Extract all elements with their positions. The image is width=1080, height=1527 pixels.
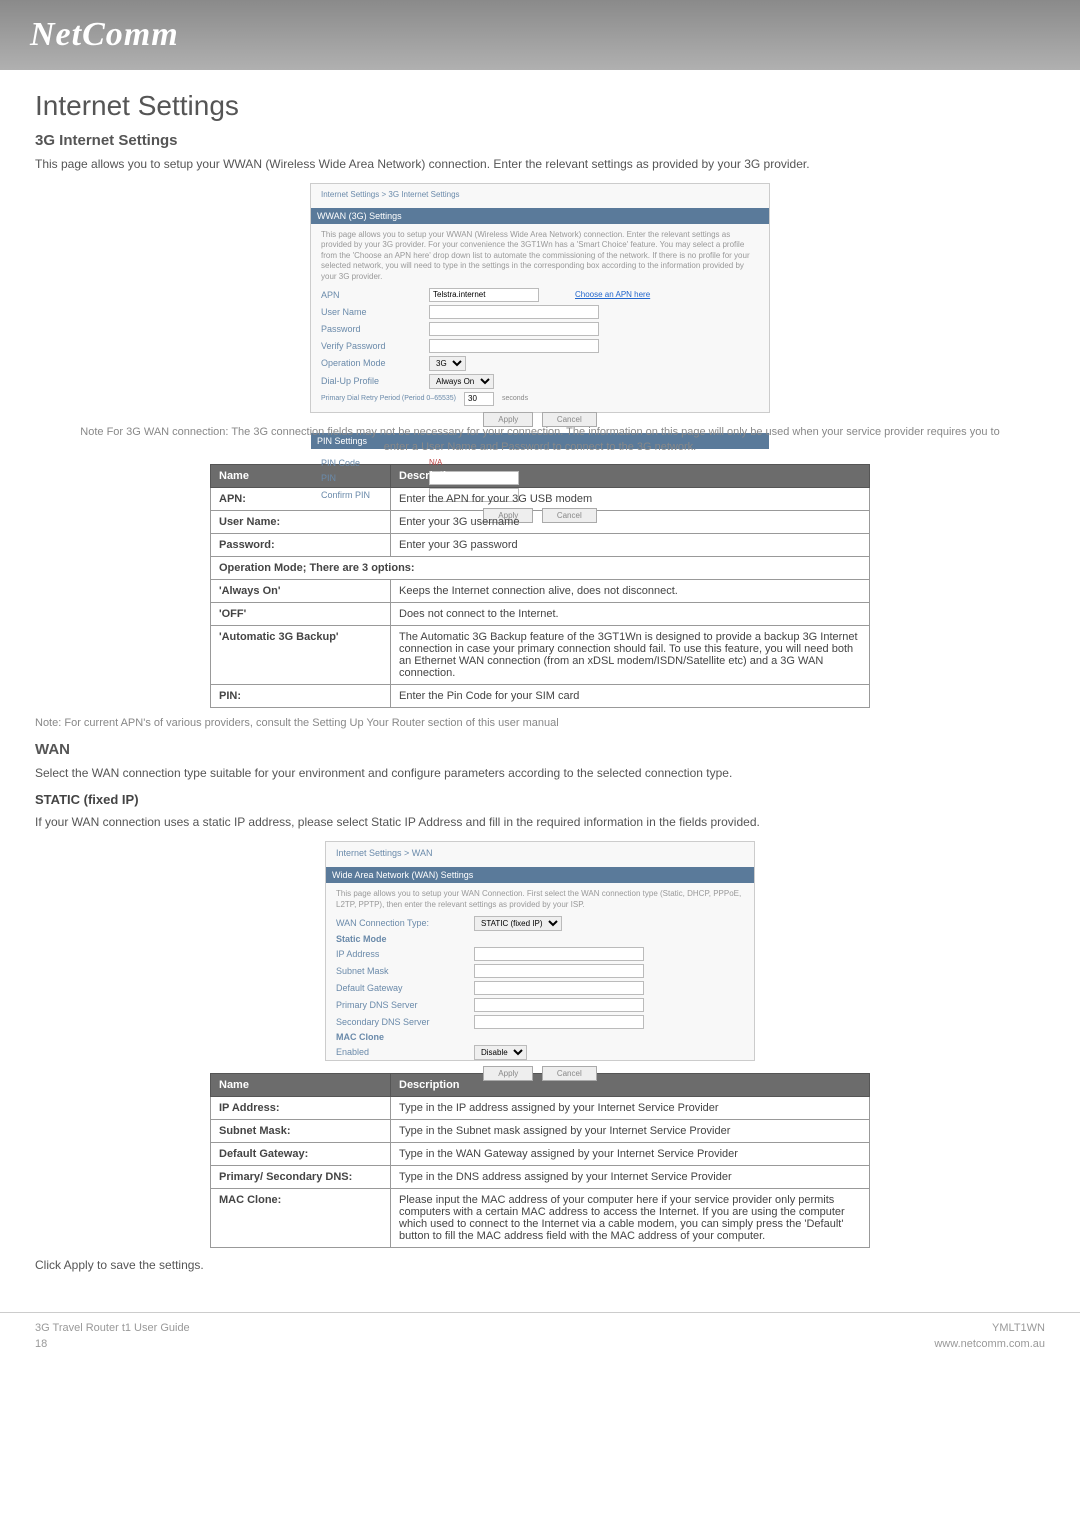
page-title: Internet Settings [35,90,1045,122]
shot-username-label: User Name [321,307,421,317]
table-row-name: 'OFF' [211,602,391,625]
table-row-desc: Enter the Pin Code for your SIM card [391,684,870,707]
shot-apn-dropdown-link[interactable]: Choose an APN here [575,290,650,299]
shot-breadcrumb: Internet Settings > 3G Internet Settings [321,190,759,199]
shot-ip-label: IP Address [336,949,466,959]
shot-gateway-label: Default Gateway [336,983,466,993]
table-row-desc: Type in the IP address assigned by your … [391,1097,870,1120]
shot-pincode-label: PIN Code [321,458,421,468]
table-row-desc: Keeps the Internet connection alive, doe… [391,579,870,602]
brand-header: NetComm [0,0,1080,70]
shot-subnet-label: Subnet Mask [336,966,466,976]
note-3g-prefix: Note For 3G WAN connection: [80,426,231,438]
table-row-desc: Does not connect to the Internet. [391,602,870,625]
screenshot-wan-settings: Internet Settings > WAN Wide Area Networ… [325,841,755,1061]
table-header-name: Name [211,1074,391,1097]
shot-verify-password-label: Verify Password [321,341,421,351]
shot-dialup-label: Dial-Up Profile [321,376,421,386]
footer-model: YMLT1WN [934,1321,1045,1336]
section-wan-heading: WAN [35,741,1045,758]
shot-conntype-label: WAN Connection Type: [336,918,466,928]
shot-username-input[interactable] [429,305,599,319]
shot-pdns-input[interactable] [474,998,644,1012]
table-row-name: Subnet Mask: [211,1120,391,1143]
shot-subnet-input[interactable] [474,964,644,978]
shot-password-input[interactable] [429,322,599,336]
shot-panel-title: WWAN (3G) Settings [311,208,769,224]
note-3g-wan: Note For 3G WAN connection: The 3G conne… [35,425,1045,456]
table-row-desc: Type in the WAN Gateway assigned by your… [391,1143,870,1166]
shot-wan-apply-button[interactable]: Apply [483,1066,533,1081]
table-wan-fields: Name Description IP Address:Type in the … [210,1073,870,1248]
table-row-desc: Please input the MAC address of your com… [391,1189,870,1248]
shot-opmode-select[interactable]: 3G [429,356,466,371]
table-row-desc: Enter your 3G username [391,510,870,533]
shot-verify-password-input[interactable] [429,339,599,353]
table-3g-fields: Name Description APN:Enter the APN for y… [210,464,870,708]
shot-keepalive-input[interactable] [464,392,494,406]
brand-logo: NetComm [30,16,179,54]
shot-apn-label: APN [321,290,421,300]
shot-staticmode-label: Static Mode [336,934,466,944]
shot-pdns-label: Primary DNS Server [336,1000,466,1010]
section-static-intro: If your WAN connection uses a static IP … [35,813,1045,831]
table-row-name: User Name: [211,510,391,533]
shot-keepalive-unit: seconds [502,395,528,402]
shot-keepalive-label: Primary Dial Retry Period (Period 0–6553… [321,395,456,402]
shot-wan-breadcrumb: Internet Settings > WAN [336,848,744,858]
table-row-name: PIN: [211,684,391,707]
table-row-desc: Type in the DNS address assigned by your… [391,1166,870,1189]
page-footer: 3G Travel Router t1 User Guide 18 YMLT1W… [0,1312,1080,1372]
note-apn-text: For current APN's of various providers, … [64,717,558,729]
shot-wan-panel-title: Wide Area Network (WAN) Settings [326,867,754,883]
footer-guide: 3G Travel Router t1 User Guide [35,1321,190,1336]
note-apn: Note: For current APN's of various provi… [35,716,1045,731]
footer-page: 18 [35,1337,190,1352]
shot-blurb: This page allows you to setup your WWAN … [321,230,759,282]
shot-macclone-label: MAC Clone [336,1032,466,1042]
main-content: Internet Settings 3G Internet Settings T… [0,70,1080,1292]
shot-gateway-input[interactable] [474,981,644,995]
table-span-row: Operation Mode; There are 3 options: [211,556,870,579]
shot-password-label: Password [321,324,421,334]
screenshot-3g-settings: Internet Settings > 3G Internet Settings… [310,183,770,413]
shot-wan-blurb: This page allows you to setup your WAN C… [336,889,744,910]
shot-opmode-label: Operation Mode [321,358,421,368]
shot-sdns-label: Secondary DNS Server [336,1017,466,1027]
shot-pin-cancel-button[interactable]: Cancel [542,508,597,523]
note-apn-prefix: Note: [35,717,64,729]
table-row-name: Password: [211,533,391,556]
table-row-name: Default Gateway: [211,1143,391,1166]
note-3g-text: The 3G connection fields may not be nece… [231,426,999,453]
shot-sdns-input[interactable] [474,1015,644,1029]
table-row-desc: Enter your 3G password [391,533,870,556]
table-row-name: IP Address: [211,1097,391,1120]
section-3g-heading: 3G Internet Settings [35,132,1045,149]
table-row-name: Primary/ Secondary DNS: [211,1166,391,1189]
shot-enabled-label: Enabled [336,1047,466,1057]
table-header-description: Description [391,1074,870,1097]
shot-enabled-select[interactable]: Disable [474,1045,527,1060]
section-wan-intro: Select the WAN connection type suitable … [35,764,1045,782]
shot-ip-input[interactable] [474,947,644,961]
table-row-name: 'Always On' [211,579,391,602]
shot-conntype-select[interactable]: STATIC (fixed IP) [474,916,562,931]
table-row-desc: The Automatic 3G Backup feature of the 3… [391,625,870,684]
section-static-heading: STATIC (fixed IP) [35,792,1045,807]
table-row-name: MAC Clone: [211,1189,391,1248]
shot-apn-input[interactable] [429,288,539,302]
shot-wan-cancel-button[interactable]: Cancel [542,1066,597,1081]
table-row-desc: Type in the Subnet mask assigned by your… [391,1120,870,1143]
apply-note: Click Apply to save the settings. [35,1256,1045,1274]
table-row-name: 'Automatic 3G Backup' [211,625,391,684]
shot-dialup-select[interactable]: Always On [429,374,494,389]
section-3g-intro: This page allows you to setup your WWAN … [35,155,1045,173]
footer-url: www.netcomm.com.au [934,1337,1045,1352]
